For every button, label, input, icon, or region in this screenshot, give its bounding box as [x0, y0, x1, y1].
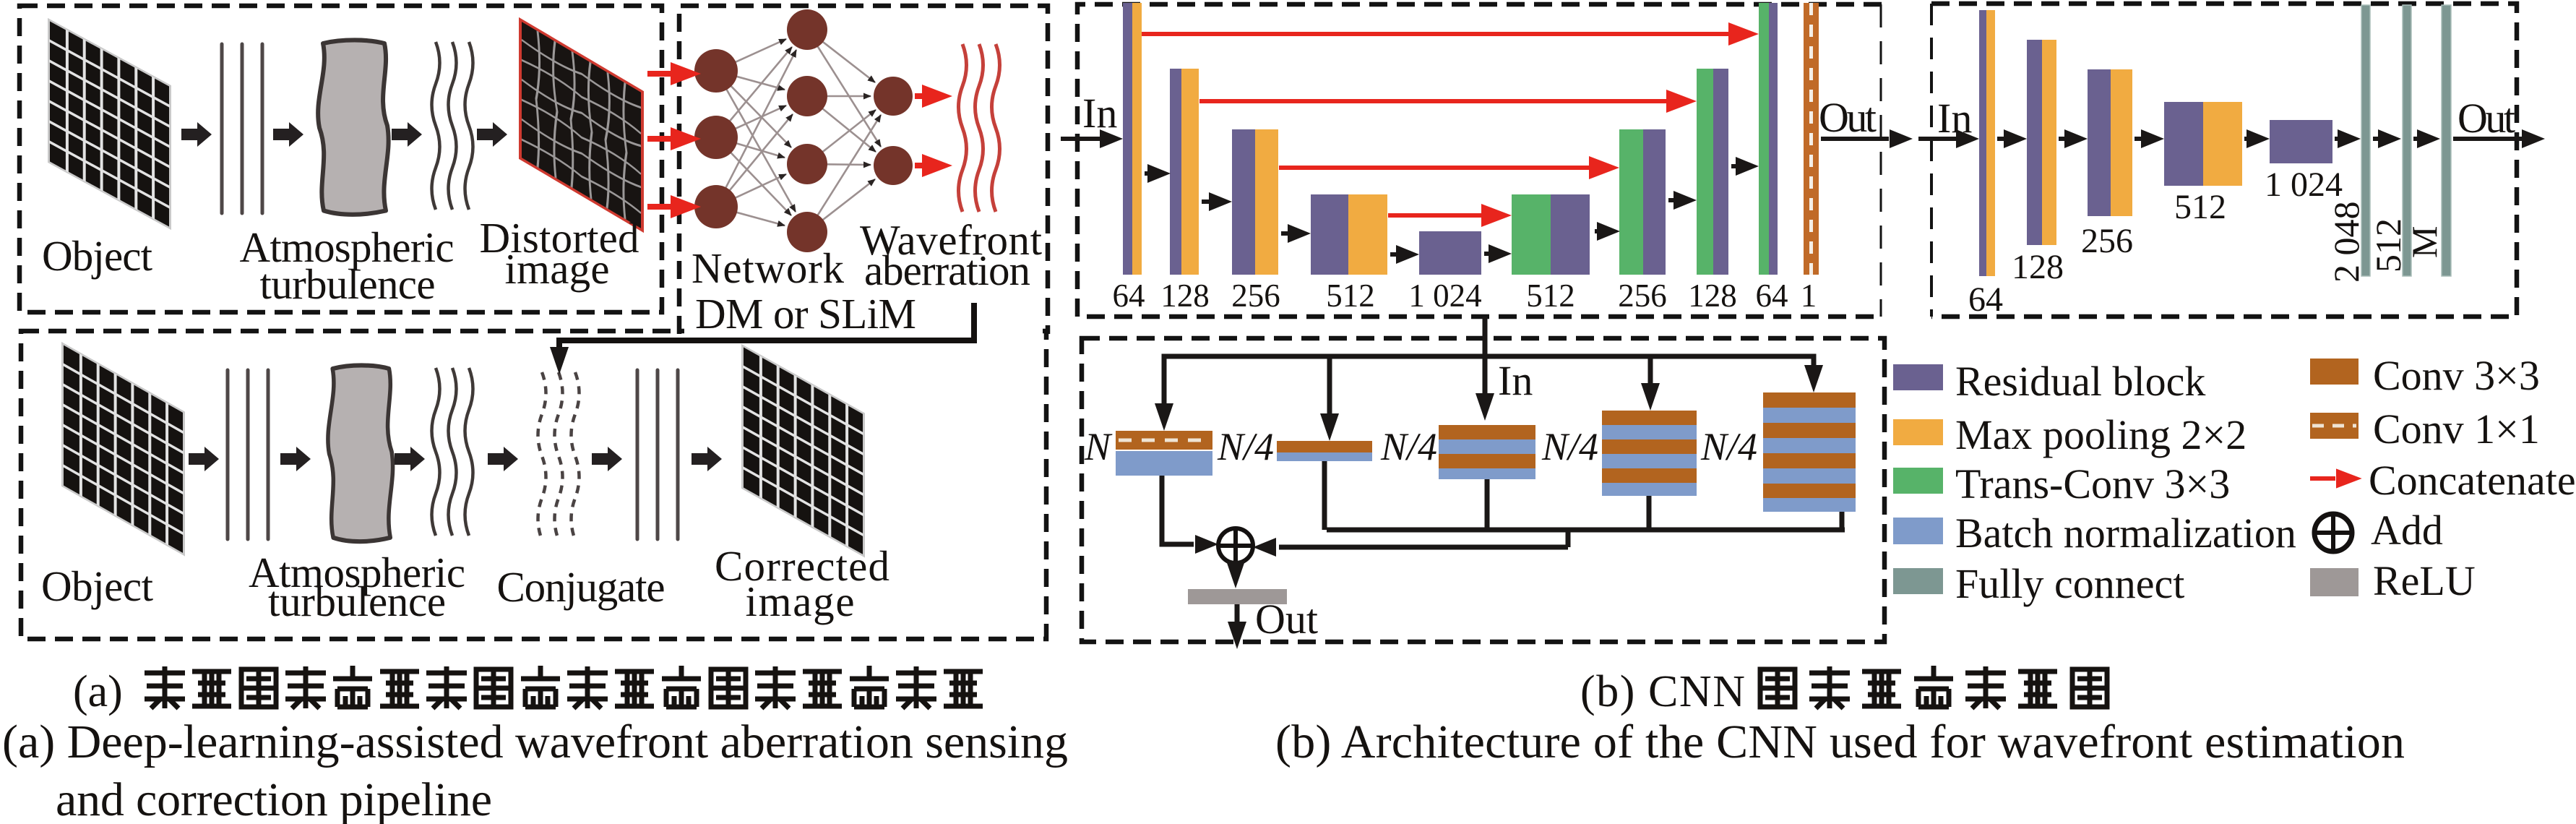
svg-text:Atmospheric: Atmospheric [249, 549, 465, 596]
svg-text:(b) Architecture of the CNN us: (b) Architecture of the CNN used for wav… [1275, 716, 2405, 768]
svg-text:Add: Add [2371, 507, 2443, 554]
svg-text:512: 512 [2368, 218, 2408, 272]
svg-text:Distorted: Distorted [480, 214, 639, 262]
svg-text:N/4: N/4 [1700, 425, 1757, 468]
svg-text:(b) CNN: (b) CNN [1580, 667, 1745, 716]
svg-text:N/4: N/4 [1217, 425, 1274, 468]
svg-text:Out: Out [1819, 94, 1877, 141]
svg-text:Object: Object [41, 562, 154, 610]
svg-text:Conv 3×3: Conv 3×3 [2373, 352, 2540, 399]
svg-text:512: 512 [1526, 278, 1575, 314]
svg-text:64: 64 [1756, 278, 1788, 314]
svg-text:Residual block: Residual block [1955, 358, 2205, 405]
svg-text:128: 128 [2012, 248, 2064, 286]
svg-text:Trans-Conv 3×3: Trans-Conv 3×3 [1955, 460, 2230, 507]
svg-text:Wavefront: Wavefront [860, 216, 1043, 264]
svg-text:Fully connect: Fully connect [1955, 560, 2184, 607]
svg-text:1: 1 [1801, 278, 1817, 314]
svg-text:256: 256 [1231, 278, 1280, 314]
svg-text:In: In [1082, 90, 1117, 137]
svg-text:Batch normalization: Batch normalization [1955, 510, 2296, 557]
svg-text:and correction pipeline: and correction pipeline [56, 773, 492, 824]
svg-text:512: 512 [1326, 278, 1375, 314]
svg-text:N/4: N/4 [1380, 425, 1437, 468]
svg-text:image: image [746, 578, 855, 625]
svg-text:1 024: 1 024 [2265, 166, 2343, 204]
svg-text:512: 512 [2174, 188, 2226, 226]
svg-text:Network: Network [692, 244, 845, 292]
svg-text:N: N [1084, 425, 1113, 468]
svg-text:Object: Object [42, 232, 153, 280]
svg-text:M: M [2404, 226, 2444, 258]
svg-text:(a) Deep-learning-assisted wav: (a) Deep-learning-assisted wavefront abe… [2, 716, 1068, 768]
svg-text:image: image [505, 245, 610, 293]
svg-text:Conjugate: Conjugate [497, 563, 665, 611]
svg-text:64: 64 [1113, 278, 1145, 314]
svg-text:256: 256 [1618, 278, 1667, 314]
svg-text:Conv 1×1: Conv 1×1 [2373, 405, 2540, 452]
svg-text:ReLU: ReLU [2373, 557, 2476, 604]
svg-text:128: 128 [1160, 278, 1210, 314]
svg-text:64: 64 [1968, 280, 2003, 319]
svg-text:In: In [1937, 95, 1972, 142]
svg-text:N/4: N/4 [1541, 425, 1598, 468]
svg-text:128: 128 [1688, 278, 1737, 314]
svg-text:Concatenate: Concatenate [2369, 457, 2576, 504]
svg-text:In: In [1498, 357, 1533, 404]
svg-text:Out: Out [1255, 596, 1318, 643]
svg-text:Corrected: Corrected [715, 542, 889, 590]
svg-text:2 048: 2 048 [2326, 202, 2366, 283]
svg-text:aberration: aberration [864, 246, 1030, 294]
svg-text:Out: Out [2457, 95, 2515, 142]
svg-text:Max pooling 2×2: Max pooling 2×2 [1955, 411, 2247, 458]
svg-text:(a): (a) [73, 667, 123, 716]
svg-text:turbulence: turbulence [260, 260, 436, 308]
svg-text:256: 256 [2081, 222, 2133, 260]
svg-text:Atmospheric: Atmospheric [240, 223, 455, 271]
svg-text:1 024: 1 024 [1408, 278, 1481, 314]
svg-text:turbulence: turbulence [268, 578, 446, 625]
svg-text:DM or SLiM: DM or SLiM [695, 290, 916, 338]
